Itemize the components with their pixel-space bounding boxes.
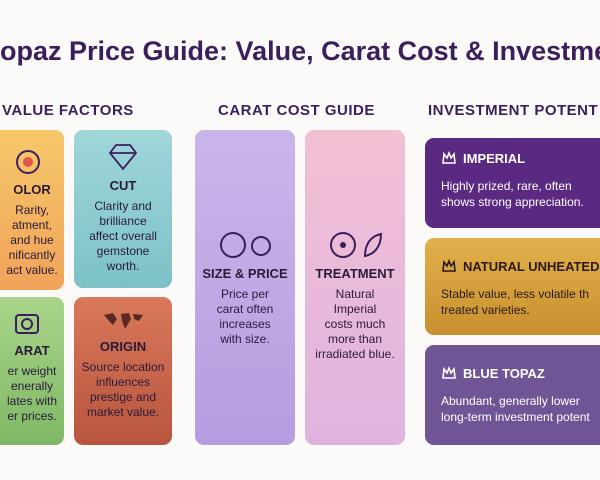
card-text-line: irradiated blue. bbox=[315, 347, 395, 361]
card-title-row: NATURAL UNHEATED bbox=[441, 258, 600, 274]
card: OLOR Rarity, atment, and hue nificantly act v… bbox=[0, 130, 64, 290]
card-text-line: treated varieties. bbox=[441, 303, 530, 317]
card-text-line: atment, bbox=[11, 218, 53, 232]
card-text: ARAT er weight enerally lates with er prices… bbox=[0, 343, 64, 424]
card-text-line: Source location bbox=[81, 360, 165, 374]
card-text-line: lates with bbox=[6, 394, 58, 408]
card-text-line: Rarity, bbox=[15, 203, 49, 217]
card-title: CUT bbox=[109, 178, 137, 193]
card-text-line: increases bbox=[219, 317, 271, 331]
icon bbox=[16, 150, 40, 174]
card-text-line: long-term investment potent bbox=[441, 410, 590, 424]
card-title: IMPERIAL bbox=[463, 150, 526, 166]
card-text-line: more than bbox=[327, 332, 383, 346]
card: BLUE TOPAZ Abundant, generally lower long-… bbox=[425, 345, 600, 445]
card-text-line: worth. bbox=[106, 259, 140, 273]
card-title: ARAT bbox=[14, 343, 50, 358]
card-title: NATURAL UNHEATED bbox=[463, 258, 600, 274]
icon bbox=[442, 150, 456, 164]
card-text: OLOR Rarity, atment, and hue nificantly act v… bbox=[0, 182, 64, 278]
card-title: SIZE & PRICE bbox=[202, 266, 288, 281]
section-heading: INVESTMENT POTENT bbox=[428, 102, 599, 119]
icon bbox=[442, 258, 456, 272]
card-title-row: IMPERIAL bbox=[441, 150, 600, 166]
card: NATURAL UNHEATED Stable value, less volat… bbox=[425, 238, 600, 335]
card-text-line: Stable value, less volatile th bbox=[441, 287, 590, 301]
card-title: TREATMENT bbox=[315, 266, 395, 281]
icon bbox=[104, 313, 143, 329]
page-title: opaz Price Guide: Value, Carat Cost & In… bbox=[0, 36, 600, 66]
section-heading: CARAT COST GUIDE bbox=[218, 102, 375, 119]
icon bbox=[220, 232, 271, 258]
card-text-line: brilliance bbox=[99, 214, 147, 228]
card-text-line: Natural bbox=[335, 287, 375, 301]
card-text-line: market value. bbox=[86, 405, 160, 419]
card: TREATMENT Natural Imperial costs much more t… bbox=[305, 130, 405, 445]
card-text-line: act value. bbox=[6, 263, 58, 277]
card-text-line: er prices. bbox=[7, 409, 57, 423]
card-text-line: gemstone bbox=[96, 244, 150, 258]
card-text-line: costs much bbox=[324, 317, 386, 331]
card-text-line: Imperial bbox=[333, 302, 377, 316]
icon bbox=[442, 365, 456, 379]
card-text-line: nificantly bbox=[8, 248, 56, 262]
icon bbox=[330, 232, 383, 258]
card-title: BLUE TOPAZ bbox=[463, 365, 545, 381]
card-text-line: Highly prized, rare, often bbox=[441, 179, 572, 193]
card-text-line: Price per bbox=[220, 287, 270, 301]
section-heading: VALUE FACTORS bbox=[2, 102, 134, 119]
card-text-line: affect overall bbox=[89, 229, 157, 243]
card: SIZE & PRICE Price per carat often increase… bbox=[195, 130, 295, 445]
card: IMPERIAL Highly prized, rare, often shows … bbox=[425, 138, 600, 228]
card-text-line: er weight bbox=[7, 364, 57, 378]
card-text-line: shows strong appreciation. bbox=[441, 195, 584, 209]
card-title-row: BLUE TOPAZ bbox=[441, 365, 600, 381]
card-text-line: Abundant, generally lower bbox=[441, 394, 580, 408]
card-text-line: carat often bbox=[216, 302, 274, 316]
icon bbox=[108, 144, 138, 171]
icon bbox=[15, 314, 39, 334]
card-text-line: and hue bbox=[10, 233, 54, 247]
card-text-line: Clarity and bbox=[94, 199, 152, 213]
card-title: ORIGIN bbox=[99, 339, 147, 354]
card-text-line: influences bbox=[95, 375, 151, 389]
card-text-line: prestige and bbox=[89, 390, 157, 404]
card: ARAT er weight enerally lates with er prices… bbox=[0, 297, 64, 445]
card-text-line: with size. bbox=[220, 332, 270, 346]
card-text-line: enerally bbox=[10, 379, 54, 393]
card: CUT Clarity and brilliance affect overall ge… bbox=[74, 130, 172, 288]
card-title: OLOR bbox=[13, 182, 51, 197]
card: ORIGIN Source location influences prestige … bbox=[74, 297, 172, 445]
